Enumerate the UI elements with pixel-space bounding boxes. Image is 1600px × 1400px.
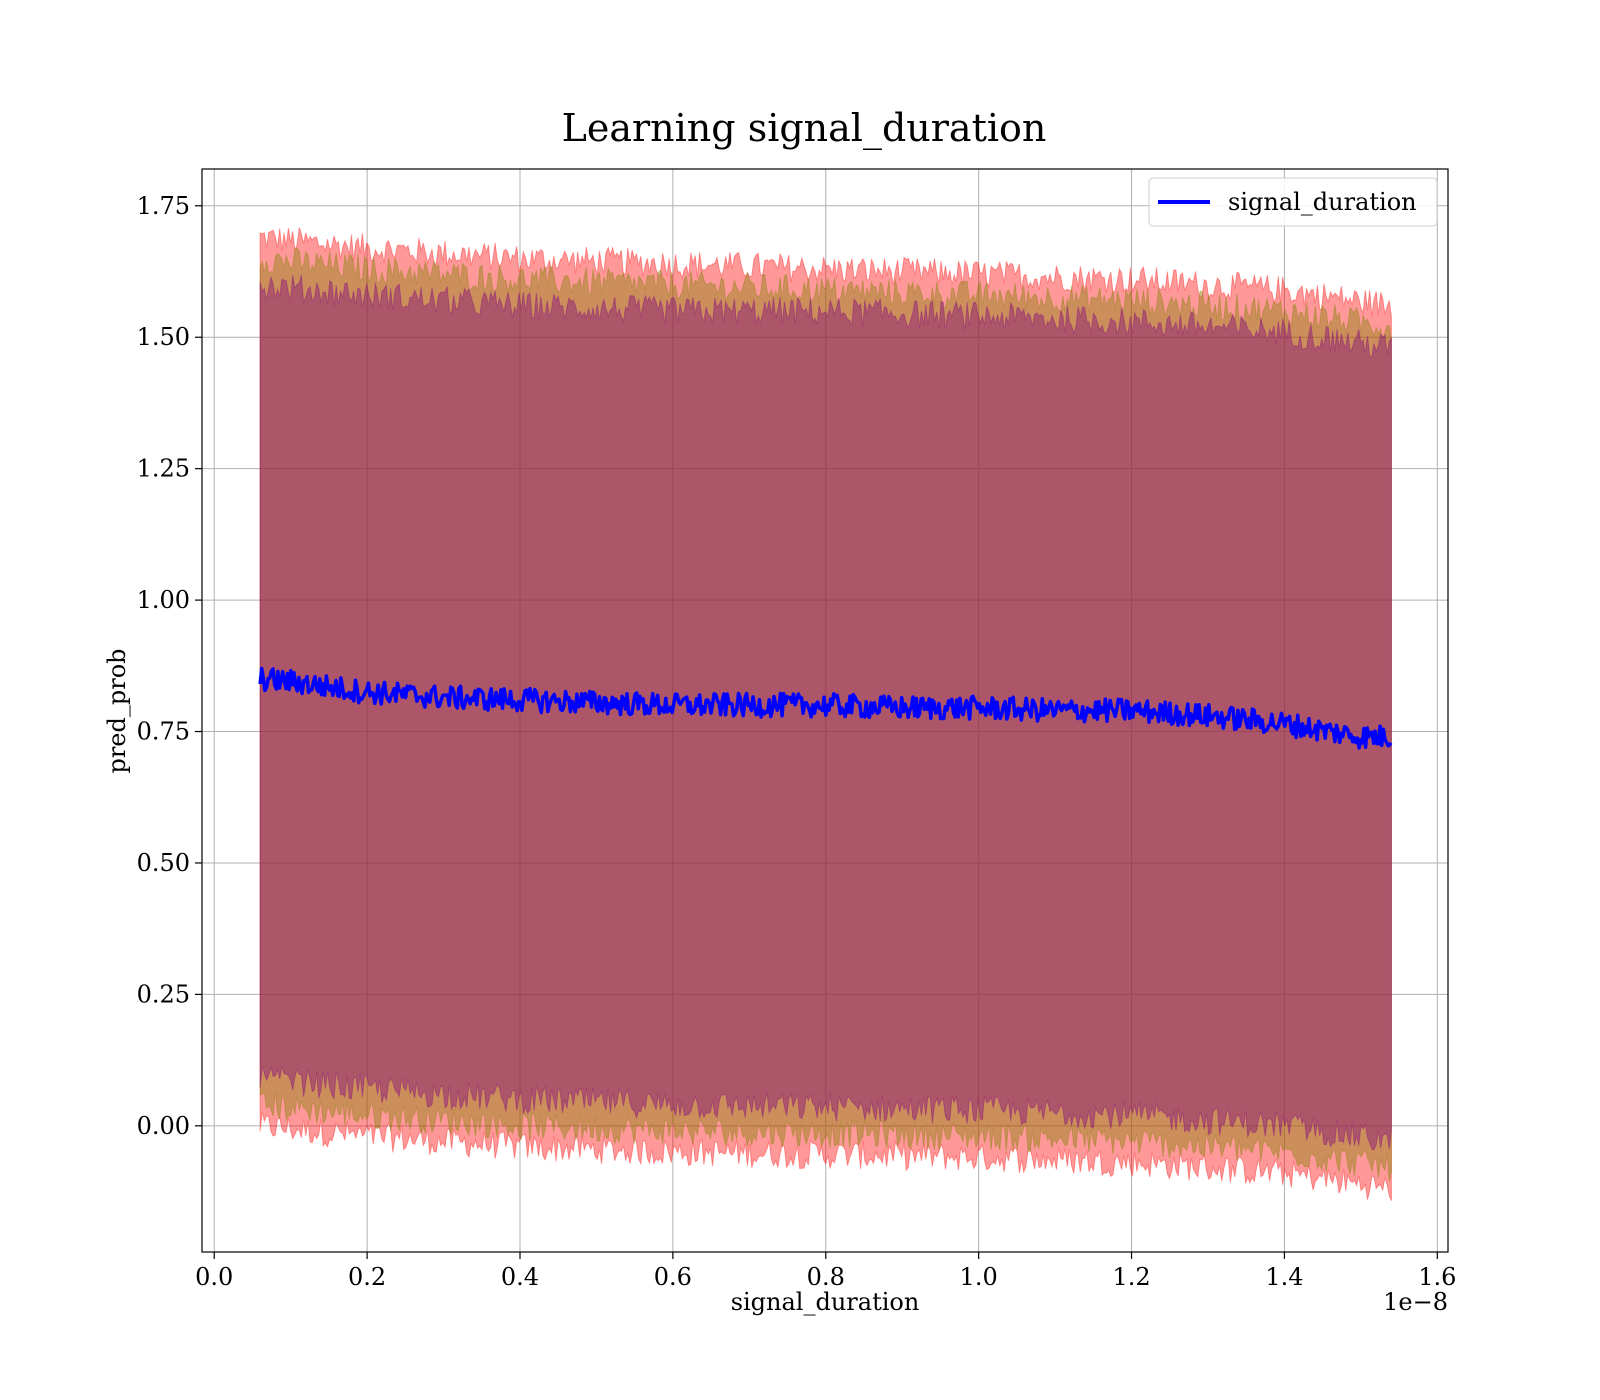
legend-label: signal_duration xyxy=(1228,188,1417,216)
y-tick-label: 1.50 xyxy=(137,323,190,351)
y-tick-label: 1.25 xyxy=(137,455,190,483)
y-axis: 0.00 0.25 0.50 0.75 1.00 1.25 1.50 1.75 xyxy=(137,192,202,1140)
x-tick-label: 0.8 xyxy=(807,1263,845,1291)
x-tick-label: 1.0 xyxy=(960,1263,998,1291)
y-tick-label: 1.00 xyxy=(137,586,190,614)
axes-frame xyxy=(201,168,1449,1253)
legend-box xyxy=(1148,177,1438,227)
x-tick-label: 0.2 xyxy=(348,1263,386,1291)
y-tick-label: 1.75 xyxy=(137,192,190,220)
x-tick-label: 0.4 xyxy=(501,1263,539,1291)
x-tick-label: 1.4 xyxy=(1265,1263,1303,1291)
y-axis-label: pred_prob xyxy=(103,648,131,773)
y-tick-label: 0.50 xyxy=(137,849,190,877)
plot-area xyxy=(201,168,1449,1253)
y-tick-label: 0.25 xyxy=(137,980,190,1008)
y-tick-label: 0.00 xyxy=(137,1112,190,1140)
x-tick-label: 0.0 xyxy=(195,1263,233,1291)
x-axis-label: signal_duration xyxy=(731,1288,920,1316)
x-axis-offset-label: 1e−8 xyxy=(1383,1288,1448,1316)
series-lines xyxy=(258,666,1393,750)
series-line-signal_duration xyxy=(258,666,1393,750)
y-tick-label: 0.75 xyxy=(137,718,190,746)
chart-title: Learning signal_duration xyxy=(562,106,1047,151)
legend: signal_duration xyxy=(1148,177,1438,227)
x-tick-label: 1.6 xyxy=(1418,1263,1456,1291)
x-tick-label: 0.6 xyxy=(654,1263,692,1291)
x-axis: 0.0 0.2 0.4 0.6 0.8 1.0 1.2 1.4 1.6 xyxy=(195,1252,1456,1291)
x-tick-label: 1.2 xyxy=(1112,1263,1150,1291)
